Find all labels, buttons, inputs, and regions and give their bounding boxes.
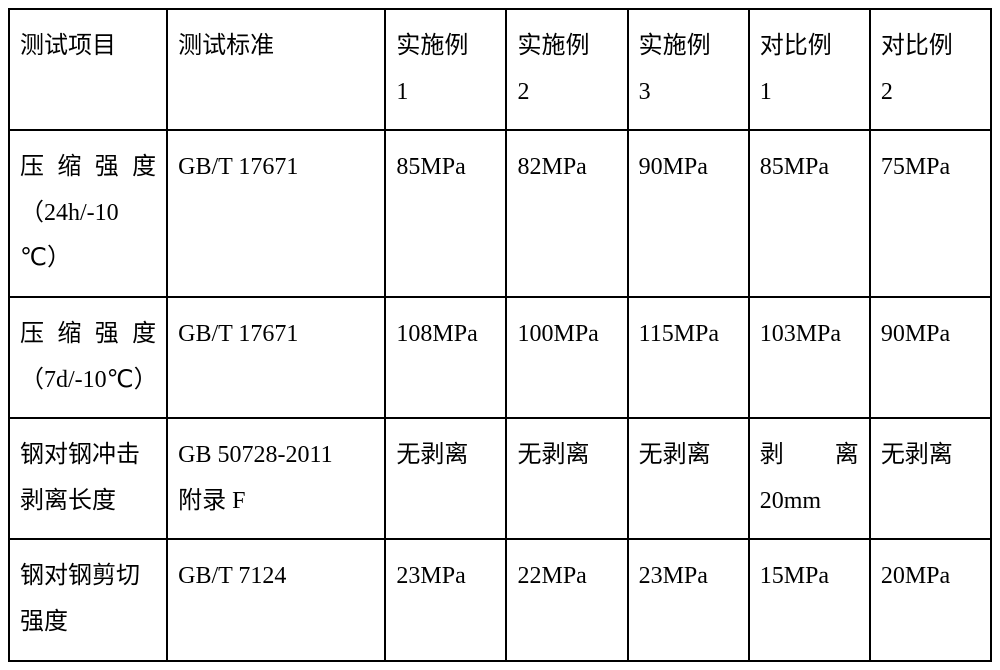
test-results-table-container: 测试项目 测试标准 实施例 1 实施例 2 实施例 3 对比 [8,8,992,662]
cell-value: 23MPa [396,563,465,589]
cell-value-ex3: 90MPa [628,130,749,297]
cell-standard: GB/T 7124 [167,539,385,660]
cell-value: 20mm [760,488,821,514]
cell-value: 100MPa [517,321,598,347]
cell-value-ex2: 100MPa [506,297,627,418]
cell-value-ex3: 23MPa [628,539,749,660]
header-example-3: 实施例 3 [628,9,749,130]
cell-value: GB 50728-2011 [178,442,332,468]
cell-value: 23MPa [639,563,708,589]
cell-value: （7d/-10℃） [20,367,158,393]
cell-value-cmp1: 15MPa [749,539,870,660]
cell-value: 85MPa [760,154,829,180]
cell-value: 剥 离 [760,442,859,468]
test-results-table: 测试项目 测试标准 实施例 1 实施例 2 实施例 3 对比 [8,8,992,662]
cell-value: 钢对钢冲击 [20,442,140,468]
cell-value: 85MPa [396,154,465,180]
cell-value: （24h/-10 [20,200,119,226]
header-label: 1 [760,79,772,105]
cell-value: 103MPa [760,321,841,347]
cell-value-cmp2: 90MPa [870,297,991,418]
header-example-1: 实施例 1 [385,9,506,130]
cell-value-ex1: 108MPa [385,297,506,418]
cell-value: 无剥离 [517,442,589,468]
cell-value-cmp2: 无剥离 [870,418,991,539]
cell-value: 75MPa [881,154,950,180]
header-test-standard: 测试标准 [167,9,385,130]
cell-value: 无剥离 [639,442,711,468]
cell-value: 90MPa [881,321,950,347]
cell-value-cmp1: 85MPa [749,130,870,297]
cell-value-ex2: 82MPa [506,130,627,297]
cell-value: 20MPa [881,563,950,589]
header-label: 实施例 [517,33,589,59]
header-label: 2 [517,79,529,105]
cell-value: 钢对钢剪切 [20,563,140,589]
table-row: 钢对钢冲击 剥离长度 GB 50728-2011 附录 F 无剥离 无剥离 无剥… [9,418,991,539]
table-header-row: 测试项目 测试标准 实施例 1 实施例 2 实施例 3 对比 [9,9,991,130]
cell-value: 强度 [20,609,68,635]
cell-standard: GB 50728-2011 附录 F [167,418,385,539]
header-comparison-2: 对比例 2 [870,9,991,130]
cell-value-cmp2: 20MPa [870,539,991,660]
cell-value-ex1: 无剥离 [385,418,506,539]
cell-value-ex3: 115MPa [628,297,749,418]
table-row: 压缩强度 （24h/-10 ℃） GB/T 17671 85MPa 82MPa … [9,130,991,297]
header-label: 对比例 [881,33,953,59]
header-test-item: 测试项目 [9,9,167,130]
header-label: 实施例 [639,33,711,59]
cell-value: GB/T 17671 [178,154,298,180]
header-label: 3 [639,79,651,105]
header-label: 测试标准 [178,33,274,59]
header-example-2: 实施例 2 [506,9,627,130]
cell-test-item: 压缩强度 （24h/-10 ℃） [9,130,167,297]
cell-value: 22MPa [517,563,586,589]
cell-value: 15MPa [760,563,829,589]
cell-value: 82MPa [517,154,586,180]
cell-standard: GB/T 17671 [167,130,385,297]
cell-standard: GB/T 17671 [167,297,385,418]
header-comparison-1: 对比例 1 [749,9,870,130]
cell-value: 附录 F [178,488,245,514]
table-row: 压缩强度 （7d/-10℃） GB/T 17671 108MPa 100MPa … [9,297,991,418]
cell-value: 108MPa [396,321,477,347]
cell-value-ex3: 无剥离 [628,418,749,539]
cell-value: 压缩强度 [20,321,156,347]
cell-value-ex2: 22MPa [506,539,627,660]
cell-test-item: 钢对钢冲击 剥离长度 [9,418,167,539]
header-label: 对比例 [760,33,832,59]
cell-value-ex1: 85MPa [385,130,506,297]
header-label: 1 [396,79,408,105]
cell-value: 无剥离 [396,442,468,468]
cell-value-ex1: 23MPa [385,539,506,660]
cell-value: GB/T 17671 [178,321,298,347]
cell-value: 90MPa [639,154,708,180]
table-row: 钢对钢剪切 强度 GB/T 7124 23MPa 22MPa 23MPa 15M… [9,539,991,660]
cell-value-cmp2: 75MPa [870,130,991,297]
header-label: 测试项目 [20,33,116,59]
cell-value: 压缩强度 [20,154,156,180]
header-label: 2 [881,79,893,105]
header-label: 实施例 [396,33,468,59]
cell-value-cmp1: 剥 离 20mm [749,418,870,539]
cell-value-ex2: 无剥离 [506,418,627,539]
cell-value: GB/T 7124 [178,563,286,589]
cell-value: 无剥离 [881,442,953,468]
cell-value-cmp1: 103MPa [749,297,870,418]
cell-value: 115MPa [639,321,719,347]
cell-test-item: 压缩强度 （7d/-10℃） [9,297,167,418]
cell-value: 剥离长度 [20,488,116,514]
cell-value: ℃） [20,245,71,271]
cell-test-item: 钢对钢剪切 强度 [9,539,167,660]
